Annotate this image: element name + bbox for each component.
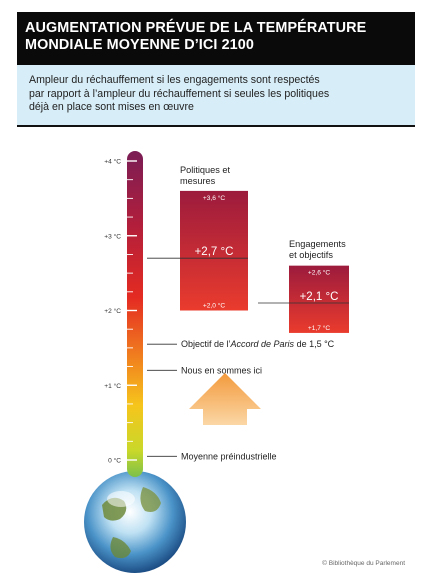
bar-low-label: +1,7 °C (308, 324, 330, 332)
y-tick-label: +4 °C (104, 158, 121, 166)
bar-high-label: +2,6 °C (308, 269, 330, 277)
subtitle-line-1: Ampleur du réchauffement si les engageme… (29, 74, 320, 86)
subtitle-line-3: déjà en place sont mises en œuvre (29, 101, 194, 113)
bar-title-1a: Politiques et (180, 165, 230, 175)
range-bars: +3,6 °C +2,0 °C +2,7 °C +2,6 °C +1,7 °C +2,1 … (147, 190, 349, 333)
range-bar (180, 190, 248, 311)
globe-icon (84, 471, 186, 573)
page-title: AUGMENTATION PRÉVUE DE LA TEMPÉRATURE MO… (25, 20, 410, 54)
warming-arrow-icon (189, 373, 261, 425)
temperature-chart: 0 °C+1 °C+2 °C+3 °C+4 °C +3,6 °C+2,0 °C+… (84, 151, 349, 573)
bar-mid-label: +2,1 °C (300, 291, 339, 303)
range-bar (289, 265, 349, 333)
annotations: Objectif de l’Accord de Paris de 1,5 °C N… (147, 339, 335, 461)
y-tick-label: +2 °C (104, 307, 121, 315)
y-axis: 0 °C +1 °C +2 °C +3 °C +4 °C (104, 158, 121, 465)
y-tick-label: +3 °C (104, 232, 121, 240)
credit: © Bibliothèque du Parlement (322, 560, 405, 567)
thermometer-scale (127, 160, 137, 461)
chart-area: 0 °C +1 °C +2 °C +3 °C +4 °C +3,6 °C +2,0 °C +… (17, 127, 415, 573)
bar-title-2a: Engagements (289, 239, 346, 249)
bar-title-2b: et objectifs (289, 250, 333, 260)
bar-high-label: +3,6 °C (203, 194, 225, 202)
bar-title-1b: mesures (180, 176, 216, 186)
bar-mid-label: +2,7 °C (195, 246, 234, 258)
title-line-1: AUGMENTATION PRÉVUE DE LA TEMPÉRATURE (25, 20, 367, 36)
title-line-2: MONDIALE MOYENNE D’ICI 2100 (25, 37, 254, 53)
annotation-label: Nous en sommes ici (181, 365, 262, 375)
y-tick-label: 0 °C (108, 457, 121, 465)
bar-low-label: +2,0 °C (203, 302, 225, 310)
subtitle: Ampleur du réchauffement si les engageme… (29, 74, 409, 115)
annotation-label: Moyenne préindustrielle (181, 451, 277, 461)
subtitle-line-2: par rapport à l’ampleur du réchauffement… (29, 87, 330, 100)
y-tick-label: +1 °C (104, 382, 121, 390)
annotation-label: Objectif de l’Accord de Paris de 1,5 °C (181, 339, 335, 349)
thermometer-tube (127, 151, 143, 477)
subtitle-box: Ampleur du réchauffement si les engageme… (17, 65, 415, 127)
header-banner: AUGMENTATION PRÉVUE DE LA TEMPÉRATURE MO… (17, 12, 415, 65)
